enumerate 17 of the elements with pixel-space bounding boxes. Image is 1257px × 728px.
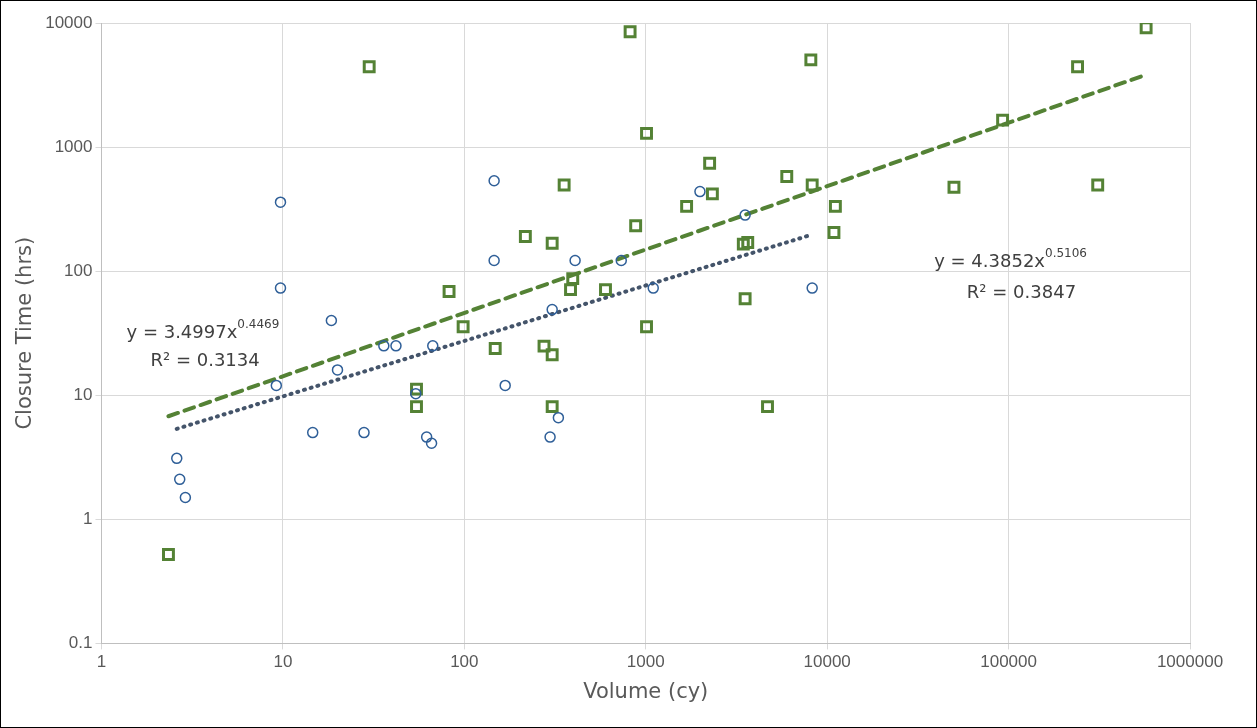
- annotation: R² = 0.3847: [966, 280, 1077, 302]
- y-tick-label: 0.1: [68, 633, 93, 653]
- x-tick-label: 1: [96, 652, 107, 672]
- y-axis-title: Closure Time (hrs): [12, 236, 37, 430]
- x-tick-label: 100: [450, 652, 479, 672]
- y-tick-label: 10000: [45, 12, 93, 32]
- y-tick-label: 1000: [54, 136, 93, 156]
- x-tick-label: 10000: [803, 652, 851, 672]
- y-tick-label: 10: [73, 384, 93, 404]
- x-tick-label: 1000000: [1156, 652, 1224, 672]
- x-tick-label: 100000: [980, 652, 1037, 672]
- y-tick-label: 1: [83, 509, 93, 529]
- x-axis-title: Volume (cy): [583, 678, 709, 703]
- x-tick-label: 10: [273, 652, 293, 672]
- x-tick-label: 1000: [626, 652, 665, 672]
- annotation: R² = 0.3134: [150, 348, 260, 370]
- y-tick-label: 100: [64, 260, 93, 280]
